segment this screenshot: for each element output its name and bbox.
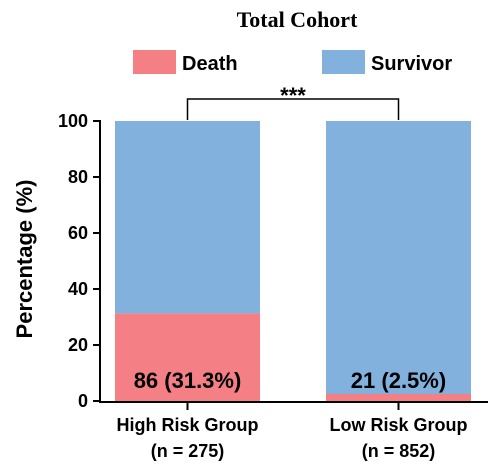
legend: Death Survivor: [133, 50, 452, 75]
x-category-sublabel-2: (n = 852): [362, 441, 436, 461]
x-category-label-1: High Risk Group: [116, 415, 258, 435]
y-tick-label-40: 40: [68, 279, 88, 299]
chart-title: Total Cohort: [237, 7, 358, 32]
y-tick-label-80: 80: [68, 167, 88, 187]
x-category-label-2: Low Risk Group: [329, 415, 467, 435]
bar-survivor-2: [326, 121, 471, 394]
bar-data-label-1: 86 (31.3%): [134, 368, 242, 393]
y-axis-label: Percentage (%): [12, 180, 37, 339]
y-tick-label-20: 20: [68, 335, 88, 355]
bar-survivor-1: [115, 121, 260, 314]
bar-death-2: [326, 394, 471, 401]
y-tick-label-60: 60: [68, 223, 88, 243]
significance-bracket: [186, 98, 400, 120]
y-tick-label-100: 100: [58, 111, 88, 131]
legend-swatch-death: [133, 50, 176, 74]
legend-swatch-survivor: [322, 50, 365, 74]
y-tick-label-0: 0: [78, 391, 88, 411]
significance-marker: ***: [280, 83, 306, 108]
bar-death-1: [115, 313, 260, 401]
plot-area: 0 20 40 60 80 100 High Risk Group (n = 275) Low …: [58, 83, 488, 461]
x-category-sublabel-1: (n = 275): [151, 441, 225, 461]
legend-label-death: Death: [182, 53, 238, 75]
bar-data-label-2: 21 (2.5%): [351, 368, 446, 393]
legend-label-survivor: Survivor: [371, 53, 452, 75]
